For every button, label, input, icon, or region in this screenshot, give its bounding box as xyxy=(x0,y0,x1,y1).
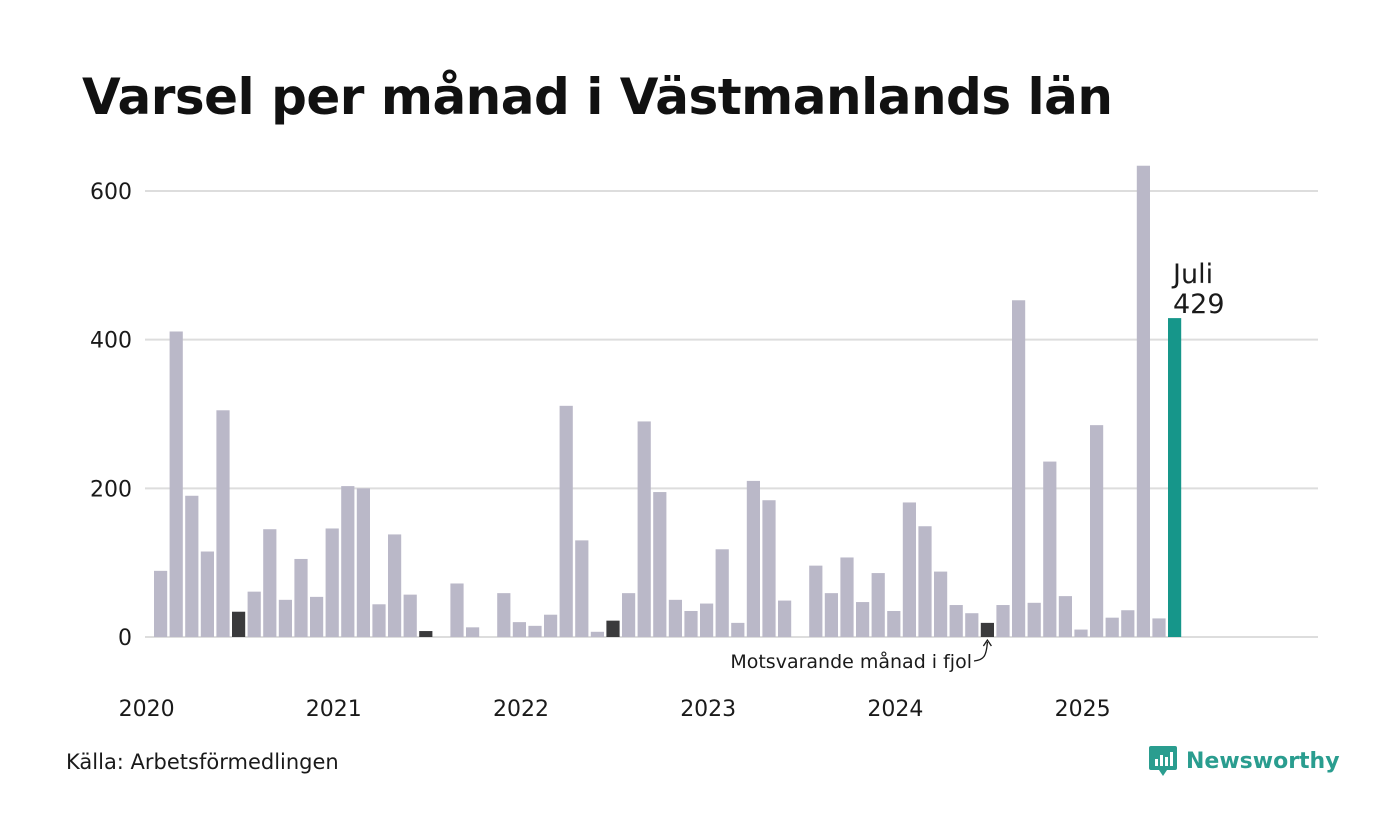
x-tick-label: 2021 xyxy=(306,697,362,722)
bar-same-month-previous-year xyxy=(980,622,994,637)
brand-name: Newsworthy xyxy=(1186,748,1340,774)
x-tick-label: 2024 xyxy=(867,697,923,722)
x-tick-label: 2022 xyxy=(493,697,549,722)
bar xyxy=(528,625,542,637)
bar-current-month xyxy=(1168,318,1182,637)
bars xyxy=(154,165,1182,637)
bar xyxy=(1027,602,1041,637)
bar xyxy=(403,594,417,637)
bar xyxy=(450,583,464,637)
bar xyxy=(388,534,402,637)
y-tick-label: 600 xyxy=(90,180,132,205)
bar xyxy=(700,603,714,637)
bar-same-month-previous-year xyxy=(419,631,433,637)
bar xyxy=(466,627,480,637)
bar xyxy=(590,631,604,637)
bar xyxy=(637,421,651,637)
bar-chart: 0 200 400 600 2020 2021 2022 2023 2024 2025 Juli… xyxy=(90,165,1318,722)
bar xyxy=(934,571,948,637)
bar xyxy=(497,593,511,637)
bar xyxy=(247,591,261,637)
x-tick-label: 2020 xyxy=(119,697,175,722)
bar xyxy=(1012,300,1026,637)
source-label: Källa: Arbetsförmedlingen xyxy=(66,750,339,774)
bar xyxy=(824,593,838,637)
bar xyxy=(965,613,979,637)
bar xyxy=(871,573,885,637)
annotation-arrowhead xyxy=(982,638,992,647)
y-tick-label: 0 xyxy=(118,626,132,651)
bar xyxy=(668,599,682,637)
bar xyxy=(731,622,745,637)
annotation-arrow xyxy=(973,641,989,662)
bar xyxy=(778,600,792,637)
bar xyxy=(372,604,386,637)
y-axis-ticks: 0 200 400 600 xyxy=(90,180,132,651)
bar xyxy=(356,488,370,637)
bar xyxy=(887,610,901,637)
newsworthy-icon xyxy=(1149,746,1177,776)
bar xyxy=(294,558,308,637)
bar xyxy=(856,602,870,637)
bar xyxy=(216,410,230,637)
bar xyxy=(544,614,558,637)
bar xyxy=(185,495,199,637)
bar xyxy=(1058,596,1072,637)
x-axis-ticks: 2020 2021 2022 2023 2024 2025 xyxy=(119,697,1111,722)
bar xyxy=(918,526,932,637)
bar xyxy=(512,622,526,637)
y-tick-label: 400 xyxy=(90,329,132,354)
bar xyxy=(1043,461,1057,637)
bar xyxy=(762,500,776,637)
bar xyxy=(1090,425,1104,637)
bar xyxy=(341,486,355,637)
bar xyxy=(1121,610,1135,637)
chart-title: Varsel per månad i Västmanlands län xyxy=(82,68,1113,126)
bar xyxy=(1105,617,1119,637)
bar xyxy=(278,599,292,637)
bar xyxy=(1152,618,1166,637)
x-tick-label: 2025 xyxy=(1055,697,1111,722)
bar xyxy=(809,565,823,637)
bar xyxy=(949,605,963,637)
bar xyxy=(622,593,636,637)
annotation-text: Motsvarande månad i fjol xyxy=(730,650,972,673)
bar xyxy=(746,480,760,637)
bar xyxy=(200,551,214,637)
bar xyxy=(154,570,168,637)
current-value-label: 429 xyxy=(1173,289,1225,320)
current-month-label: Juli xyxy=(1171,259,1213,290)
bar xyxy=(715,549,729,637)
bar xyxy=(575,540,589,637)
bar xyxy=(653,492,667,637)
bar xyxy=(902,502,916,637)
bar xyxy=(263,529,277,637)
bar xyxy=(169,331,183,637)
bar xyxy=(1136,165,1150,637)
bar xyxy=(996,605,1010,637)
bar xyxy=(559,405,573,637)
x-tick-label: 2023 xyxy=(680,697,736,722)
y-tick-label: 200 xyxy=(90,477,132,502)
bar xyxy=(310,596,324,637)
bar xyxy=(1074,629,1088,637)
bar-same-month-previous-year xyxy=(606,620,620,637)
bar xyxy=(840,557,854,637)
bar xyxy=(684,610,698,637)
brand-logo[interactable]: Newsworthy xyxy=(1148,744,1340,778)
bar-same-month-previous-year xyxy=(232,611,246,637)
bar xyxy=(325,528,339,637)
